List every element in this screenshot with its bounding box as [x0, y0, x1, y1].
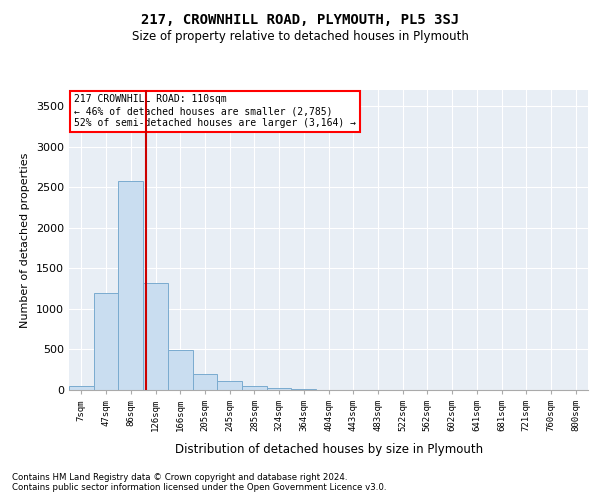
Bar: [168, 350, 193, 390]
Bar: [242, 386, 267, 390]
Text: Contains HM Land Registry data © Crown copyright and database right 2024.: Contains HM Land Registry data © Crown c…: [12, 472, 347, 482]
Text: Size of property relative to detached houses in Plymouth: Size of property relative to detached ho…: [131, 30, 469, 43]
Y-axis label: Number of detached properties: Number of detached properties: [20, 152, 31, 328]
Bar: [143, 283, 168, 390]
Bar: [217, 381, 242, 390]
Bar: [118, 181, 143, 390]
Bar: [193, 374, 217, 390]
Text: 217 CROWNHILL ROAD: 110sqm
← 46% of detached houses are smaller (2,785)
52% of s: 217 CROWNHILL ROAD: 110sqm ← 46% of deta…: [74, 94, 356, 128]
Text: Distribution of detached houses by size in Plymouth: Distribution of detached houses by size …: [175, 442, 483, 456]
Text: 217, CROWNHILL ROAD, PLYMOUTH, PL5 3SJ: 217, CROWNHILL ROAD, PLYMOUTH, PL5 3SJ: [141, 12, 459, 26]
Bar: [292, 389, 316, 390]
Bar: [94, 292, 118, 390]
Bar: [69, 386, 94, 390]
Text: Contains public sector information licensed under the Open Government Licence v3: Contains public sector information licen…: [12, 482, 386, 492]
Bar: [267, 388, 292, 390]
